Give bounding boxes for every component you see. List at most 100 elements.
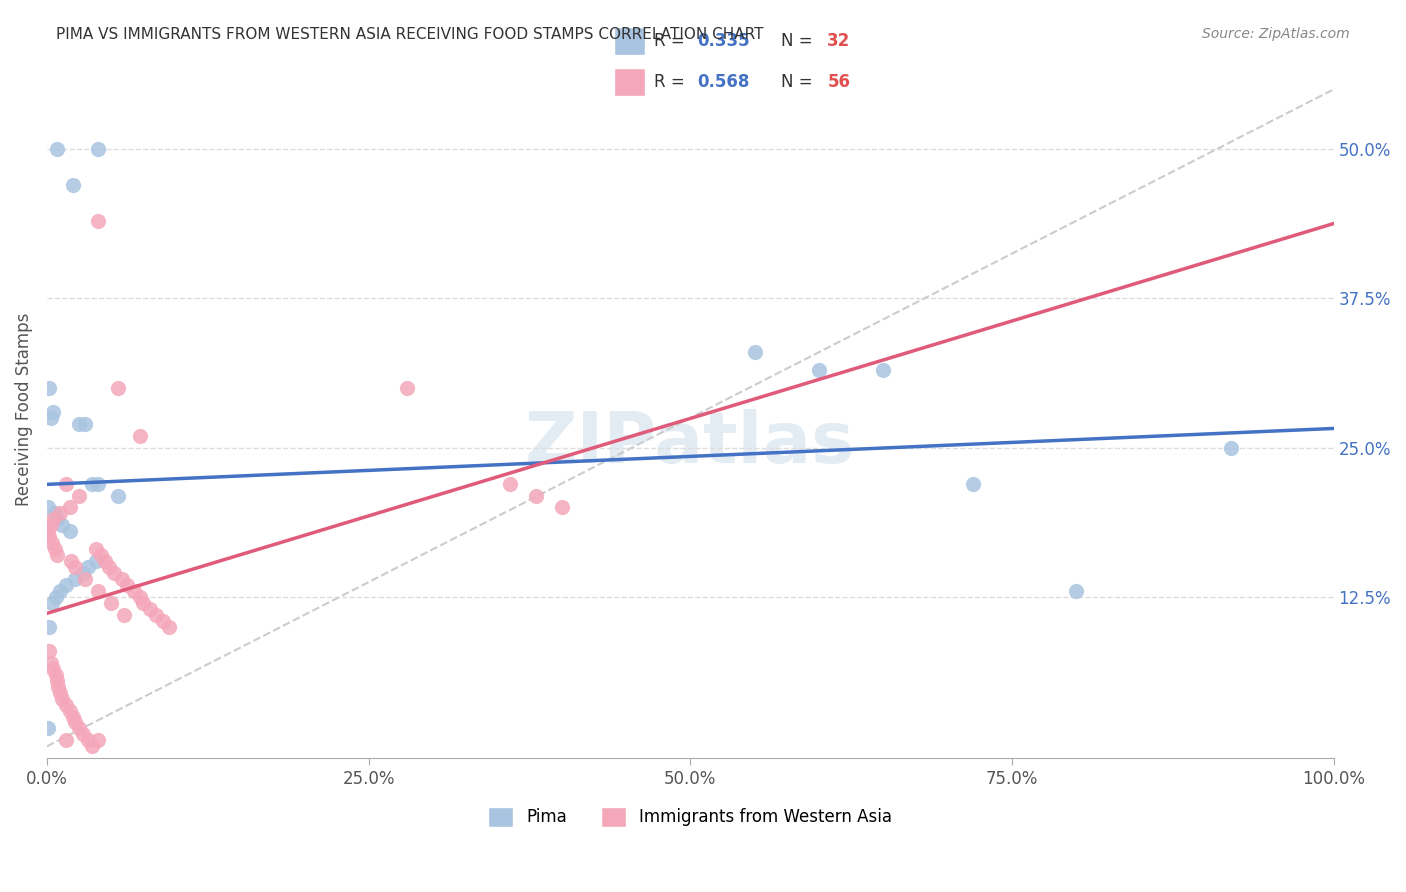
Text: 56: 56 bbox=[827, 73, 851, 91]
Point bbox=[94, 554, 117, 568]
Text: R =: R = bbox=[654, 32, 690, 50]
Point bbox=[807, 363, 830, 377]
Point bbox=[37, 722, 59, 736]
Point bbox=[45, 590, 67, 604]
Text: N =: N = bbox=[780, 32, 818, 50]
Text: 32: 32 bbox=[827, 32, 851, 50]
Point bbox=[132, 596, 155, 610]
Point bbox=[80, 739, 103, 754]
Point bbox=[55, 476, 77, 491]
Point bbox=[38, 530, 60, 544]
Point bbox=[84, 554, 107, 568]
FancyBboxPatch shape bbox=[614, 68, 645, 96]
Point bbox=[97, 560, 120, 574]
Point bbox=[55, 733, 77, 747]
Point bbox=[41, 596, 63, 610]
Point bbox=[1219, 441, 1241, 455]
Point bbox=[77, 733, 100, 747]
Point bbox=[72, 727, 94, 741]
Point bbox=[46, 548, 69, 562]
Point bbox=[42, 512, 65, 526]
Text: Source: ZipAtlas.com: Source: ZipAtlas.com bbox=[1202, 27, 1350, 41]
Point bbox=[157, 620, 180, 634]
Point bbox=[145, 607, 167, 622]
Point bbox=[63, 715, 86, 730]
Point bbox=[55, 578, 77, 592]
Point bbox=[87, 584, 110, 599]
Point bbox=[80, 476, 103, 491]
Point bbox=[46, 142, 69, 156]
Point bbox=[38, 381, 60, 395]
Point bbox=[87, 733, 110, 747]
Point bbox=[396, 381, 419, 395]
Point bbox=[46, 512, 69, 526]
Point bbox=[90, 548, 112, 562]
Point bbox=[49, 507, 72, 521]
Point bbox=[39, 518, 62, 533]
Legend: Pima, Immigrants from Western Asia: Pima, Immigrants from Western Asia bbox=[482, 800, 898, 834]
Point bbox=[107, 381, 129, 395]
Point bbox=[45, 667, 67, 681]
Point bbox=[107, 489, 129, 503]
Text: 0.335: 0.335 bbox=[697, 32, 749, 50]
Point bbox=[87, 214, 110, 228]
Text: R =: R = bbox=[654, 73, 690, 91]
Point bbox=[87, 142, 110, 156]
Point bbox=[112, 607, 135, 622]
Point bbox=[75, 572, 97, 586]
Point bbox=[62, 709, 84, 723]
Point bbox=[42, 662, 65, 676]
Point bbox=[72, 566, 94, 581]
Point bbox=[100, 596, 122, 610]
Point bbox=[152, 614, 174, 628]
Point bbox=[42, 405, 65, 419]
Point bbox=[37, 500, 59, 515]
Point bbox=[110, 572, 132, 586]
Point bbox=[84, 542, 107, 557]
Point bbox=[124, 584, 146, 599]
Point bbox=[62, 178, 84, 192]
Point bbox=[37, 524, 59, 539]
Point bbox=[103, 566, 125, 581]
Text: N =: N = bbox=[780, 73, 818, 91]
Point bbox=[60, 554, 83, 568]
Point bbox=[59, 524, 82, 539]
Text: PIMA VS IMMIGRANTS FROM WESTERN ASIA RECEIVING FOOD STAMPS CORRELATION CHART: PIMA VS IMMIGRANTS FROM WESTERN ASIA REC… bbox=[56, 27, 763, 42]
Point bbox=[63, 560, 86, 574]
Point bbox=[44, 507, 66, 521]
Point bbox=[41, 536, 63, 550]
Point bbox=[87, 476, 110, 491]
Text: 0.568: 0.568 bbox=[697, 73, 749, 91]
Point bbox=[49, 685, 72, 699]
Point bbox=[55, 698, 77, 712]
Point bbox=[139, 602, 162, 616]
Point bbox=[51, 691, 73, 706]
Point bbox=[38, 620, 60, 634]
Point bbox=[51, 518, 73, 533]
Point bbox=[1064, 584, 1087, 599]
Point bbox=[38, 644, 60, 658]
Point bbox=[499, 476, 522, 491]
Point bbox=[48, 680, 70, 694]
Text: ZIPatlas: ZIPatlas bbox=[524, 409, 855, 478]
Point bbox=[44, 542, 66, 557]
Point bbox=[46, 673, 69, 688]
Point bbox=[59, 500, 82, 515]
Point bbox=[59, 704, 82, 718]
Point bbox=[550, 500, 572, 515]
Point bbox=[744, 345, 766, 359]
Point bbox=[75, 417, 97, 431]
Point bbox=[63, 572, 86, 586]
Point bbox=[49, 584, 72, 599]
Point bbox=[67, 489, 90, 503]
Point bbox=[67, 417, 90, 431]
Point bbox=[128, 429, 150, 443]
Point bbox=[39, 656, 62, 670]
Point bbox=[128, 590, 150, 604]
Point bbox=[872, 363, 894, 377]
Point bbox=[524, 489, 547, 503]
Y-axis label: Receiving Food Stamps: Receiving Food Stamps bbox=[15, 312, 32, 506]
Point bbox=[67, 722, 90, 736]
Point bbox=[115, 578, 138, 592]
Point bbox=[77, 560, 100, 574]
